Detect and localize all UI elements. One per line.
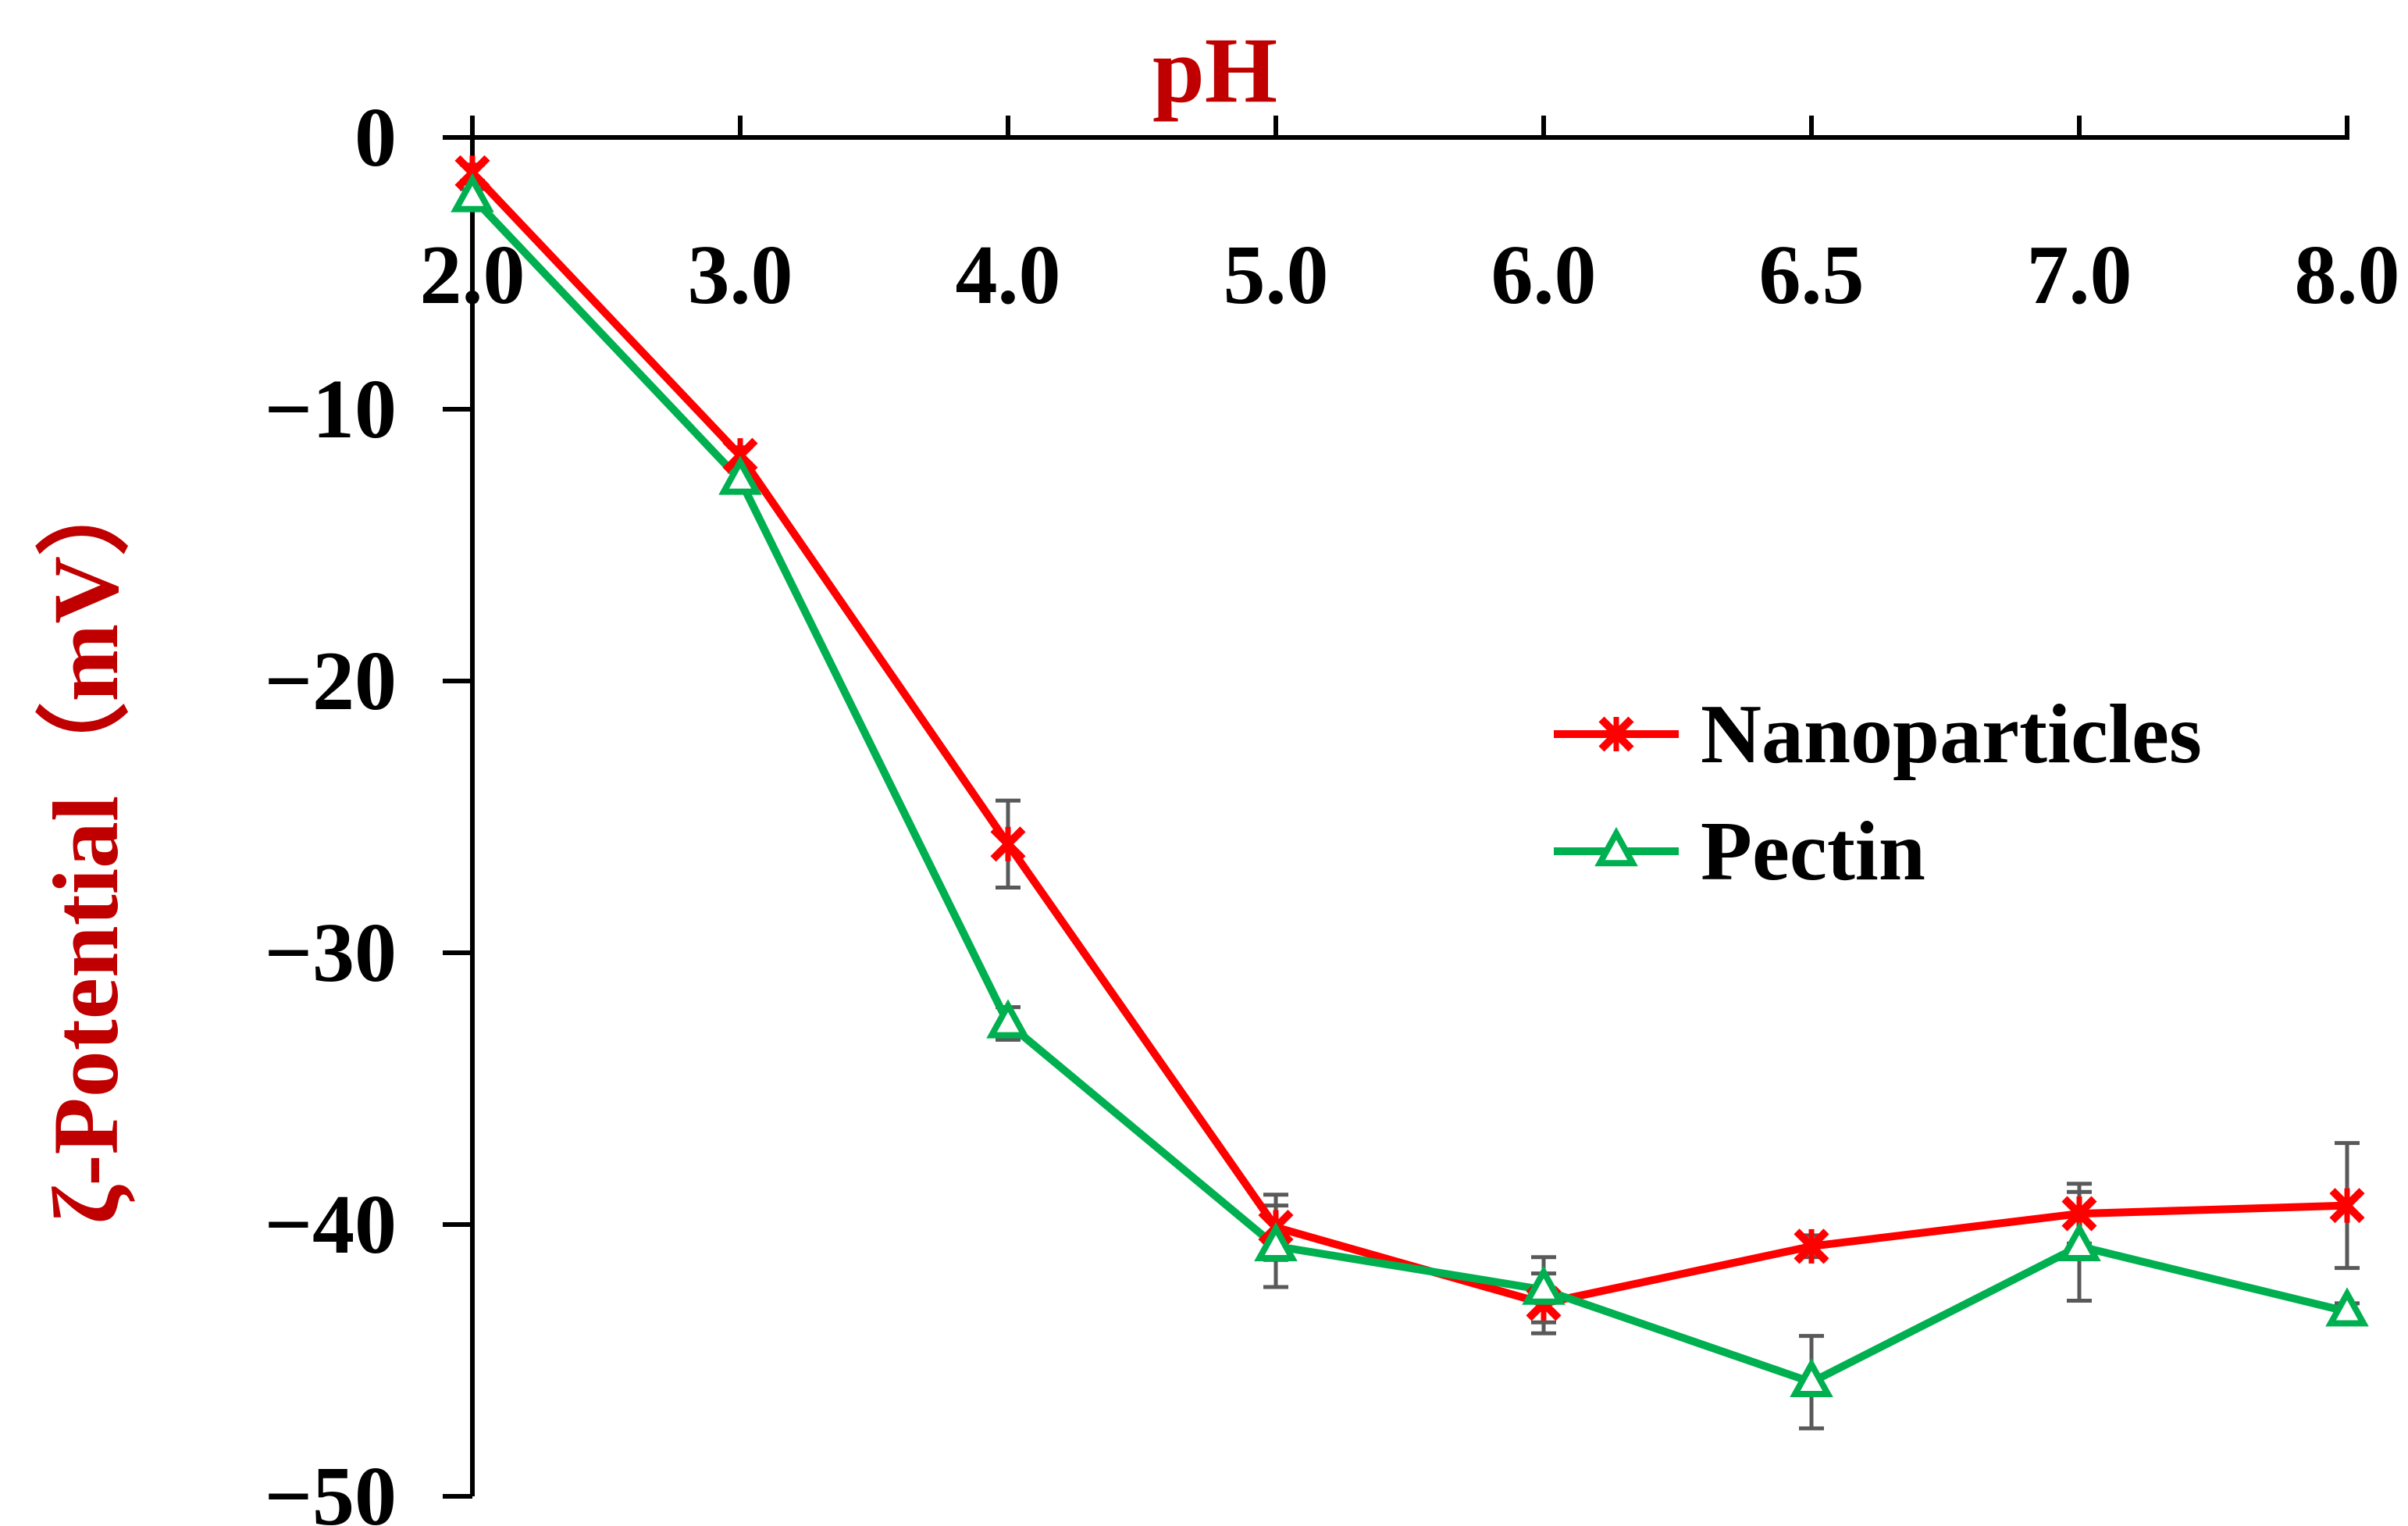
x-tick-label: 6.5 xyxy=(1759,229,1865,322)
axes xyxy=(443,116,2349,1499)
data-point-nanoparticles xyxy=(990,826,1026,862)
series-line-pectin xyxy=(469,194,2349,1386)
legend-marker-pectin xyxy=(1594,826,1638,867)
x-tick-label: 5.0 xyxy=(1224,229,1329,322)
data-point-pectin xyxy=(1254,1221,1298,1262)
y-tick-label: −30 xyxy=(264,907,397,1000)
x-tick-label: 6.0 xyxy=(1491,229,1597,322)
y-tick-label: −50 xyxy=(264,1450,397,1526)
y-tick-label: −20 xyxy=(264,635,397,728)
x-tick-label: 3.0 xyxy=(688,229,793,322)
legend-label-pectin: Pectin xyxy=(1701,805,1925,898)
y-tick-label: −10 xyxy=(264,363,397,456)
x-tick-label: 8.0 xyxy=(2295,229,2400,322)
series-lines xyxy=(469,169,2349,1386)
x-axis-title: pH xyxy=(1152,18,1277,122)
axis-labels: pH ζ-Potential（mV） 0 −10 −20 −30 −40 −50 2.0 3.… xyxy=(34,18,2400,1526)
x-tick-label: 7.0 xyxy=(2027,229,2132,322)
y-tick-label: −40 xyxy=(264,1178,397,1271)
data-point-pectin xyxy=(1522,1265,1566,1305)
series-markers xyxy=(451,155,2369,1398)
data-point-nanoparticles xyxy=(2329,1188,2365,1224)
x-tick-label: 4.0 xyxy=(956,229,1061,322)
legend: Nanoparticles Pectin xyxy=(1554,688,2202,898)
data-point-nanoparticles xyxy=(1794,1228,1829,1264)
data-point-pectin xyxy=(718,455,762,495)
data-point-pectin xyxy=(1790,1357,1833,1398)
data-point-pectin xyxy=(451,173,494,212)
data-point-pectin xyxy=(2325,1287,2369,1327)
x-tick-label: 2.0 xyxy=(420,229,525,322)
legend-label-nanoparticles: Nanoparticles xyxy=(1701,688,2202,781)
legend-marker-nanoparticles xyxy=(1598,716,1634,752)
data-point-pectin xyxy=(2057,1221,2101,1262)
y-axis-title: ζ-Potential（mV） xyxy=(34,462,137,1225)
data-point-pectin xyxy=(986,999,1030,1039)
y-tick-label: 0 xyxy=(354,91,397,184)
